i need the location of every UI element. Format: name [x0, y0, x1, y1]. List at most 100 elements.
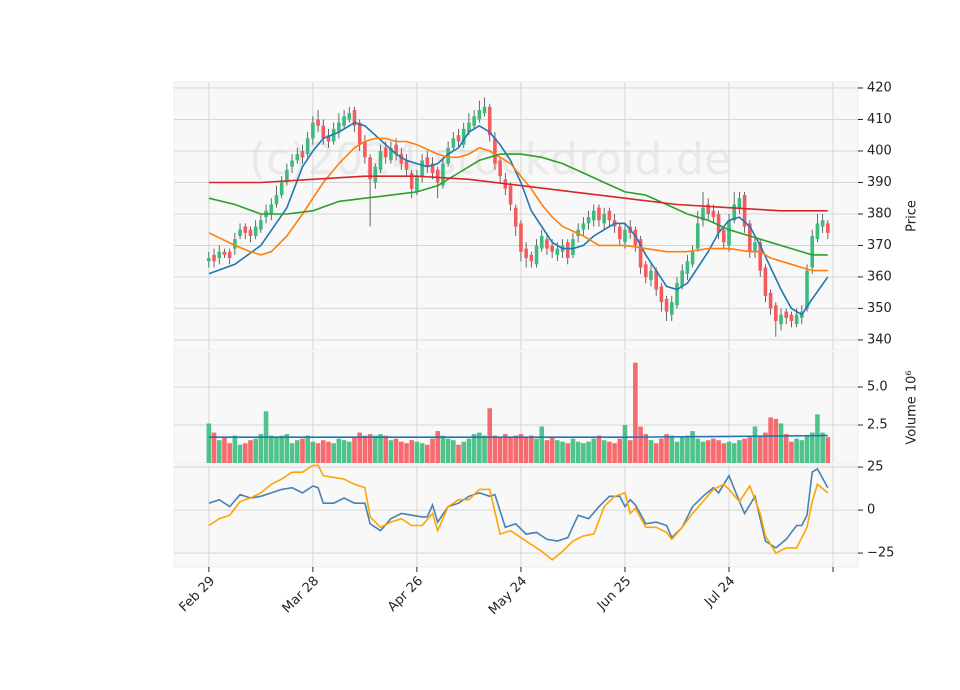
candle-body [243, 226, 248, 233]
y-tick-label: −25 [867, 546, 894, 561]
volume-bar [570, 438, 576, 463]
candle-body [748, 223, 752, 252]
volume-bar [560, 441, 565, 463]
volume-bar [711, 438, 716, 463]
y-tick-label: 5.0 [867, 379, 888, 394]
volume-bar [419, 443, 425, 463]
volume-bar [809, 432, 815, 463]
candle-body [586, 217, 591, 224]
volume-bar [372, 435, 378, 463]
volume-bar [534, 438, 539, 463]
candle-body [274, 195, 279, 205]
candle-body [498, 160, 502, 177]
candle-body [602, 213, 606, 224]
volume-bar [508, 437, 513, 463]
volume-bar [305, 435, 310, 463]
volume-bar [783, 434, 789, 463]
y-tick-label: 2.5 [867, 417, 888, 432]
candle-body [727, 220, 731, 246]
candle-body [623, 229, 627, 243]
volume-bar [757, 435, 763, 463]
volume-bar [607, 441, 612, 463]
volume-bar [518, 434, 524, 463]
candle-body [617, 226, 622, 240]
volume-bar [336, 438, 342, 463]
candle-body [456, 135, 461, 142]
candle-body [794, 314, 799, 325]
volume-bar [622, 424, 628, 463]
volume-bar [581, 443, 586, 463]
candle-body [482, 106, 487, 114]
volume-bar [471, 434, 477, 463]
volume-bar [700, 441, 706, 463]
candle-body [487, 106, 492, 136]
volume-bar [544, 440, 550, 463]
volume-bar [773, 418, 779, 463]
candle-body [321, 125, 326, 139]
candle-body [357, 122, 362, 145]
volume-bar [685, 435, 690, 463]
candle-body [409, 173, 414, 189]
volume-bar [362, 435, 368, 463]
volume-bar [638, 426, 643, 463]
line-series [208, 434, 828, 438]
candle-body [695, 223, 700, 249]
candle-body [571, 239, 575, 255]
volume-bar [284, 434, 290, 463]
y-tick-label: 390 [867, 175, 892, 190]
volume-bar [315, 443, 321, 463]
candle-body [508, 185, 513, 205]
candle-body [649, 270, 653, 281]
volume-bar [778, 423, 784, 463]
candle-body [227, 251, 232, 259]
candle-body [789, 314, 794, 322]
volume-bar [804, 435, 810, 463]
candle-body [342, 116, 346, 126]
volume-bar [633, 362, 638, 463]
volume-bar [737, 440, 742, 463]
candle-body [363, 141, 367, 158]
volume-bar [346, 441, 352, 463]
volume-bar [549, 437, 555, 463]
volume-bar [440, 435, 446, 463]
candle-body [337, 122, 341, 133]
candle-body [415, 176, 419, 192]
volume-bar [456, 444, 461, 463]
candle-body [316, 119, 320, 126]
volume-bar [716, 440, 721, 463]
candle-body [404, 160, 409, 170]
candle-body [591, 210, 596, 221]
candle-body [826, 223, 830, 233]
candle-body [399, 154, 404, 164]
volume-bar [695, 438, 701, 463]
candle-body [248, 229, 253, 236]
volume-bar [742, 438, 747, 463]
candle-body [539, 235, 544, 249]
candle-body [435, 169, 440, 183]
y-tick-label: 380 [867, 206, 892, 221]
volume-bar [237, 444, 243, 463]
volume-bar [679, 437, 685, 463]
candle-body [675, 283, 679, 306]
volume-bar [794, 438, 799, 463]
line-series [208, 153, 828, 256]
volume-bar [222, 437, 227, 463]
volume-bar [820, 432, 825, 463]
candle-body [555, 248, 560, 255]
volume-bar [653, 443, 659, 463]
volume-bar [565, 443, 571, 463]
volume-bar [341, 440, 347, 463]
candle-body [373, 166, 378, 183]
volume-bar [409, 440, 415, 463]
candle-body [472, 116, 476, 126]
volume-bar [721, 443, 727, 463]
y-tick-label: 0 [867, 503, 875, 518]
volume-bar [425, 444, 430, 463]
volume-bar [763, 432, 768, 463]
volume-bar [539, 426, 545, 463]
y-tick-label: 420 [867, 80, 892, 95]
volume-bar [617, 438, 623, 463]
volume-bar [705, 440, 711, 463]
candle-body [716, 213, 721, 233]
y-tick-label: 410 [867, 112, 892, 127]
